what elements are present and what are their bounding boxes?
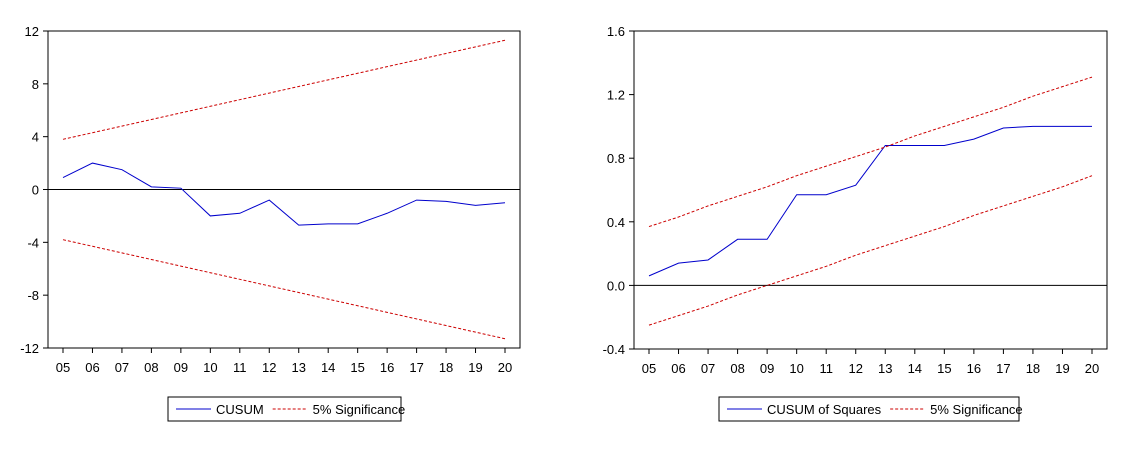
x-tick-label: 17 — [409, 360, 423, 375]
x-tick-label: 18 — [1026, 361, 1040, 376]
series-line-2 — [648, 76, 1093, 228]
x-tick-label: 14 — [908, 361, 922, 376]
y-tick-label: -4 — [27, 235, 39, 250]
legend-box — [718, 396, 1020, 422]
x-tick-label: 08 — [730, 361, 744, 376]
legend-label: 5% Significance — [313, 402, 406, 417]
x-tick-label: 06 — [671, 361, 685, 376]
x-tick-label: 07 — [115, 360, 129, 375]
y-tick-label: 0.4 — [607, 215, 625, 230]
x-tick-label: 07 — [701, 361, 715, 376]
legend-label: CUSUM — [216, 402, 264, 417]
x-tick-label: 14 — [321, 360, 335, 375]
series-line-2 — [62, 39, 506, 140]
x-tick-label: 08 — [144, 360, 158, 375]
y-tick-label: 8 — [32, 77, 39, 92]
x-tick-label: 20 — [1085, 361, 1099, 376]
x-tick-label: 11 — [819, 361, 833, 376]
series-line-3 — [62, 239, 506, 340]
y-tick-label: 0.8 — [607, 151, 625, 166]
x-tick-label: 10 — [789, 361, 803, 376]
y-tick-label: 1.6 — [607, 24, 625, 39]
x-tick-label: 06 — [85, 360, 99, 375]
legend-label: CUSUM of Squares — [767, 402, 882, 417]
y-tick-label: 4 — [32, 130, 39, 145]
y-tick-label: 0 — [32, 183, 39, 198]
x-tick-label: 20 — [498, 360, 512, 375]
x-tick-label: 19 — [1055, 361, 1069, 376]
y-tick-label: -12 — [20, 341, 39, 356]
x-tick-label: 12 — [848, 361, 862, 376]
y-tick-label: -0.4 — [603, 342, 625, 357]
x-tick-label: 09 — [760, 361, 774, 376]
x-tick-label: 05 — [642, 361, 656, 376]
chart-1: 12 8 4 0 -4 -8 -12 05 06 07 08 09 10 11 12 13 14 15 16 17 18… — [20, 24, 521, 422]
x-tick-label: 17 — [996, 361, 1010, 376]
legend-label: 5% Significance — [930, 402, 1023, 417]
x-tick-label: 05 — [56, 360, 70, 375]
x-tick-label: 12 — [262, 360, 276, 375]
legend: CUSUM of Squares 5% Significance — [718, 396, 1023, 422]
x-tick-label: 09 — [174, 360, 188, 375]
x-tick-label: 16 — [967, 361, 981, 376]
series-line-1 — [62, 162, 506, 226]
x-tick-label: 11 — [233, 360, 247, 375]
series-line-3 — [648, 175, 1093, 326]
x-tick-label: 13 — [291, 360, 305, 375]
x-tick-label: 13 — [878, 361, 892, 376]
x-tick-label: 19 — [468, 360, 482, 375]
plot-frame — [633, 30, 1108, 350]
x-tick-label: 10 — [203, 360, 217, 375]
series-line-1 — [648, 125, 1092, 277]
x-tick-label: 16 — [380, 360, 394, 375]
chart-2: 1.6 1.2 0.8 0.4 0.0 -0.4 05 06 07 08 09 10 11 12 13 14 1… — [603, 24, 1108, 422]
x-tick-label: 15 — [350, 360, 364, 375]
x-tick-label: 15 — [937, 361, 951, 376]
y-tick-label: -8 — [27, 288, 39, 303]
y-tick-label: 1.2 — [607, 88, 625, 103]
legend: CUSUM 5% Significance — [167, 396, 406, 422]
x-tick-label: 18 — [439, 360, 453, 375]
y-tick-label: 12 — [25, 24, 39, 39]
y-tick-label: 0.0 — [607, 278, 625, 293]
